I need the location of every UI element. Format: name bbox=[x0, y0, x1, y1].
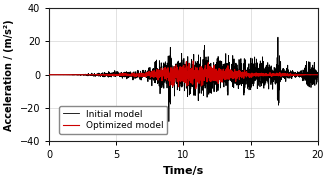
Optimized model bbox=[126, 74, 130, 76]
Initial model bbox=[186, 95, 190, 98]
Optimized model bbox=[100, 74, 104, 76]
Optimized model bbox=[72, 74, 76, 76]
Initial model bbox=[126, 74, 130, 76]
Initial model bbox=[100, 74, 104, 76]
Optimized model bbox=[194, 88, 198, 90]
X-axis label: Time/s: Time/s bbox=[163, 166, 204, 176]
Optimized model bbox=[99, 74, 103, 76]
Line: Optimized model: Optimized model bbox=[49, 61, 318, 89]
Initial model bbox=[99, 73, 103, 75]
Optimized model bbox=[57, 74, 61, 76]
Legend: Initial model, Optimized model: Initial model, Optimized model bbox=[59, 106, 168, 134]
Initial model bbox=[47, 74, 51, 76]
Initial model bbox=[167, 120, 171, 123]
Initial model bbox=[316, 76, 319, 78]
Optimized model bbox=[316, 74, 319, 76]
Initial model bbox=[276, 36, 280, 38]
Initial model bbox=[72, 73, 76, 76]
Optimized model bbox=[185, 71, 189, 73]
Optimized model bbox=[47, 74, 51, 76]
Initial model bbox=[57, 74, 61, 76]
Line: Initial model: Initial model bbox=[49, 37, 318, 122]
Y-axis label: Acceleration / (m/s²): Acceleration / (m/s²) bbox=[4, 19, 14, 130]
Optimized model bbox=[191, 60, 195, 62]
